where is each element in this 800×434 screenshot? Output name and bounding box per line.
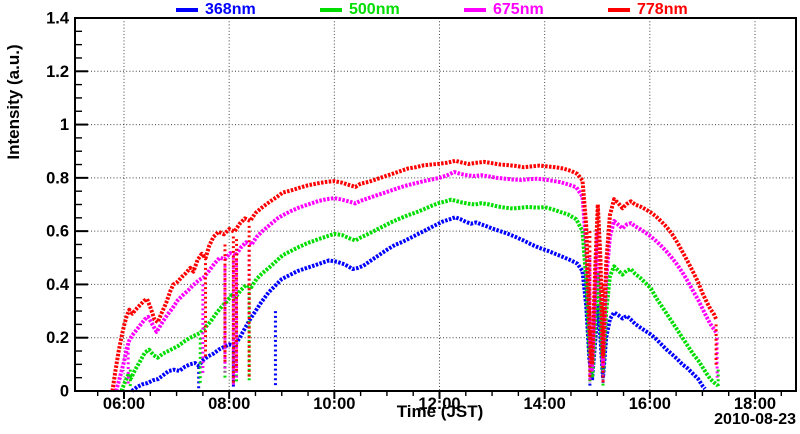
y-tick-label-0: 0 xyxy=(60,383,69,401)
x-tick-label-08:00: 08:00 xyxy=(208,395,250,413)
x-tick-labels: 06:00 08:00 10:00 12:00 14:00 16:00 18:00 xyxy=(103,395,776,413)
legend-line-sample-675nm xyxy=(464,8,486,12)
x-tick-label-18:00: 18:00 xyxy=(734,395,776,413)
series-curve-368nm xyxy=(130,215,707,393)
series-curve-675nm xyxy=(114,170,719,392)
legend-label-675nm: 675nm xyxy=(493,1,544,18)
series-dropouts-778nm xyxy=(204,225,718,384)
series-curve-778nm xyxy=(110,158,718,392)
y-tick-label-0.2: 0.2 xyxy=(46,329,69,347)
date-annotation: 2010-08-23 xyxy=(714,411,796,428)
x-tick-label-16:00: 16:00 xyxy=(629,395,671,413)
legend-entry-778nm: 778nm xyxy=(608,1,688,19)
series-dropouts-368nm xyxy=(197,311,605,389)
legend-label-500nm: 500nm xyxy=(349,1,400,18)
x-tick-label-10:00: 10:00 xyxy=(313,395,355,413)
legend-entry-368nm: 368nm xyxy=(176,1,256,19)
legend-entry-500nm: 500nm xyxy=(320,1,400,19)
y-tick-label-0.6: 0.6 xyxy=(46,223,69,241)
series-curve-500nm xyxy=(119,197,720,392)
axis-ticks xyxy=(75,17,782,399)
legend-entry-675nm: 675nm xyxy=(464,1,544,19)
y-tick-label-0.4: 0.4 xyxy=(46,276,70,294)
y-tick-label-0.8: 0.8 xyxy=(46,169,69,187)
legend-label-778nm: 778nm xyxy=(637,1,688,18)
y-tick-label-1.2: 1.2 xyxy=(46,63,69,81)
x-tick-label-14:00: 14:00 xyxy=(524,395,566,413)
x-tick-label-06:00: 06:00 xyxy=(103,395,145,413)
x-tick-label-12:00: 12:00 xyxy=(418,395,460,413)
y-tick-label-1.4: 1.4 xyxy=(46,10,70,28)
legend-line-sample-368nm xyxy=(176,8,198,12)
legend-line-sample-778nm xyxy=(608,8,630,12)
y-tick-label-1: 1 xyxy=(60,116,69,134)
legend-label-368nm: 368nm xyxy=(205,1,256,18)
x-axis-title: Time (JST) xyxy=(396,402,484,421)
y-tick-labels: 0 0.2 0.4 0.6 0.8 1 1.2 1.4 xyxy=(46,10,70,401)
y-axis-title: Intensity (a.u.) xyxy=(4,44,23,160)
legend-line-sample-500nm xyxy=(320,8,342,12)
